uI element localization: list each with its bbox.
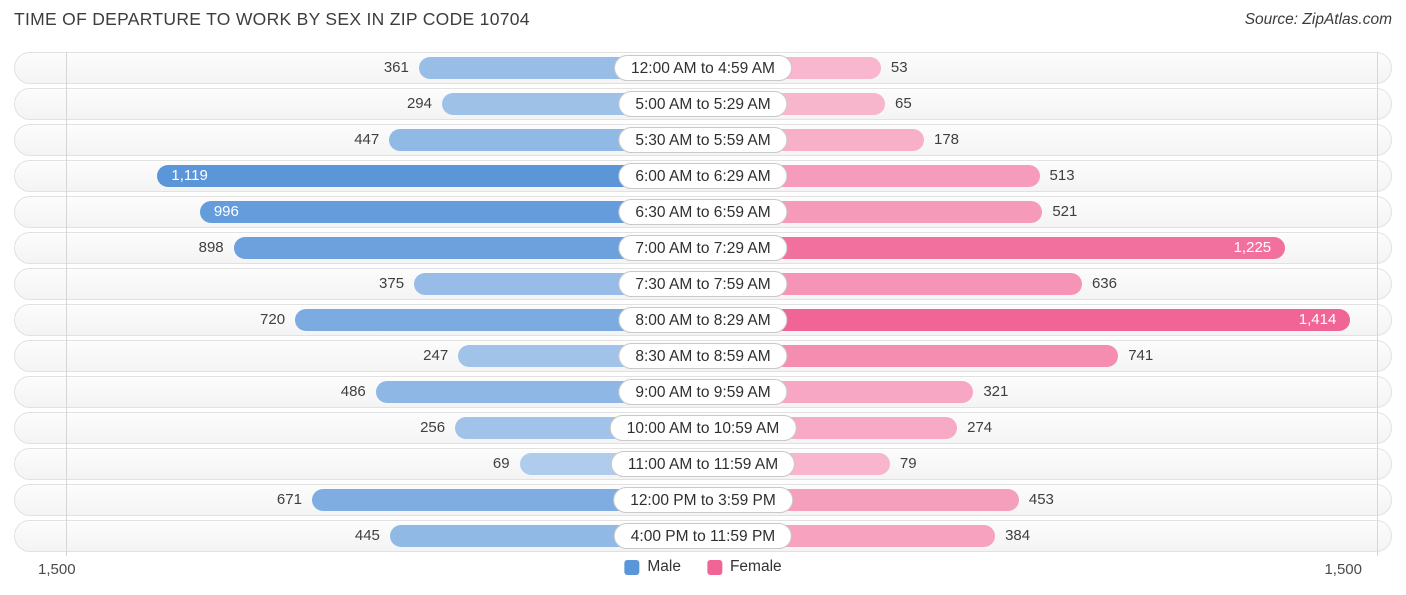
female-value-label: 178 <box>934 131 960 148</box>
male-value-label: 294 <box>406 95 432 112</box>
category-label-pill: 12:00 AM to 4:59 AM <box>614 55 792 81</box>
chart-row: 69 79 11:00 AM to 11:59 AM <box>14 448 1392 480</box>
male-value-label: 375 <box>379 275 405 292</box>
category-label-pill: 8:30 AM to 8:59 AM <box>618 343 788 369</box>
chart-row: 447 178 5:30 AM to 5:59 AM <box>14 124 1392 156</box>
female-bar[interactable] <box>703 201 1043 223</box>
legend-male-label: Male <box>647 558 681 575</box>
category-label-pill: 8:00 AM to 8:29 AM <box>618 307 788 333</box>
female-bar[interactable] <box>703 273 1082 295</box>
legend: Male Female <box>624 558 782 576</box>
male-bar[interactable] <box>311 489 703 511</box>
category-label-pill: 9:00 AM to 9:59 AM <box>618 379 788 405</box>
chart: 361 53 12:00 AM to 4:59 AM 294 65 5:00 AM to … <box>14 52 1392 556</box>
chart-row: 375 636 7:30 AM to 7:59 AM <box>14 268 1392 300</box>
male-value-label: 720 <box>260 311 286 328</box>
male-value-label: 256 <box>420 419 446 436</box>
category-label-pill: 7:00 AM to 7:29 AM <box>618 235 788 261</box>
male-bar[interactable] <box>233 237 703 259</box>
male-value-label: 247 <box>423 347 449 364</box>
female-value-label: 453 <box>1028 491 1054 508</box>
chart-row: 898 1,225 7:00 AM to 7:29 AM <box>14 232 1392 264</box>
category-label-pill: 5:30 AM to 5:59 AM <box>618 127 788 153</box>
female-bar[interactable] <box>703 309 1351 331</box>
female-legend-swatch-icon <box>706 559 722 575</box>
female-bar[interactable] <box>703 237 1286 259</box>
category-label-pill: 10:00 AM to 10:59 AM <box>609 415 797 441</box>
chart-row: 1,119 513 6:00 AM to 6:29 AM <box>14 160 1392 192</box>
female-value-label: 65 <box>895 95 912 112</box>
chart-row: 486 321 9:00 AM to 9:59 AM <box>14 376 1392 408</box>
source-text: Source: ZipAtlas.com <box>1244 11 1392 28</box>
category-label-pill: 6:30 AM to 6:59 AM <box>618 199 788 225</box>
female-value-label: 274 <box>967 419 993 436</box>
female-value-label: 513 <box>1049 167 1075 184</box>
female-value-label: 1,225 <box>1233 239 1272 256</box>
female-bar[interactable] <box>703 345 1119 367</box>
category-label-pill: 12:00 PM to 3:59 PM <box>613 487 793 513</box>
page-title: TIME OF DEPARTURE TO WORK BY SEX IN ZIP … <box>14 9 530 29</box>
female-bar[interactable] <box>703 165 1040 187</box>
male-bar[interactable] <box>295 309 703 331</box>
axis-label-right: 1,500 <box>1324 561 1362 578</box>
right-axis-gridline <box>1377 52 1378 556</box>
chart-row: 247 741 8:30 AM to 8:59 AM <box>14 340 1392 372</box>
chart-row: 256 274 10:00 AM to 10:59 AM <box>14 412 1392 444</box>
chart-row: 720 1,414 8:00 AM to 8:29 AM <box>14 304 1392 336</box>
left-axis-gridline <box>66 52 67 556</box>
female-value-label: 53 <box>890 59 908 76</box>
chart-row: 294 65 5:00 AM to 5:29 AM <box>14 88 1392 120</box>
female-value-label: 384 <box>1005 527 1031 544</box>
category-label-pill: 4:00 PM to 11:59 PM <box>613 523 793 549</box>
male-legend-swatch-icon <box>624 559 640 575</box>
male-value-label: 69 <box>492 455 510 472</box>
category-label-pill: 5:00 AM to 5:29 AM <box>618 91 788 117</box>
female-value-label: 636 <box>1091 275 1117 292</box>
male-value-label: 447 <box>354 131 380 148</box>
chart-row: 671 453 12:00 PM to 3:59 PM <box>14 484 1392 516</box>
male-value-label: 361 <box>383 59 409 76</box>
female-value-label: 321 <box>983 383 1009 400</box>
axis-label-left: 1,500 <box>38 561 76 578</box>
chart-row: 361 53 12:00 AM to 4:59 AM <box>14 52 1392 84</box>
legend-female-label: Female <box>729 558 782 575</box>
female-value-label: 1,414 <box>1298 311 1337 328</box>
category-label-pill: 6:00 AM to 6:29 AM <box>618 163 788 189</box>
male-value-label: 898 <box>198 239 224 256</box>
male-value-label: 671 <box>276 491 302 508</box>
male-value-label: 445 <box>354 527 380 544</box>
legend-item-female: Female <box>706 558 782 576</box>
female-value-label: 521 <box>1052 203 1078 220</box>
female-value-label: 741 <box>1128 347 1154 364</box>
male-bar[interactable] <box>199 201 703 223</box>
male-bar[interactable] <box>157 165 703 187</box>
category-label-pill: 11:00 AM to 11:59 AM <box>610 451 796 477</box>
legend-item-male: Male <box>624 558 681 576</box>
male-value-label: 486 <box>340 383 366 400</box>
chart-row: 996 521 6:30 AM to 6:59 AM <box>14 196 1392 228</box>
male-value-label: 996 <box>213 203 239 220</box>
category-label-pill: 7:30 AM to 7:59 AM <box>618 271 788 297</box>
female-value-label: 79 <box>899 455 917 472</box>
male-value-label: 1,119 <box>171 167 208 184</box>
chart-row: 445 384 4:00 PM to 11:59 PM <box>14 520 1392 552</box>
